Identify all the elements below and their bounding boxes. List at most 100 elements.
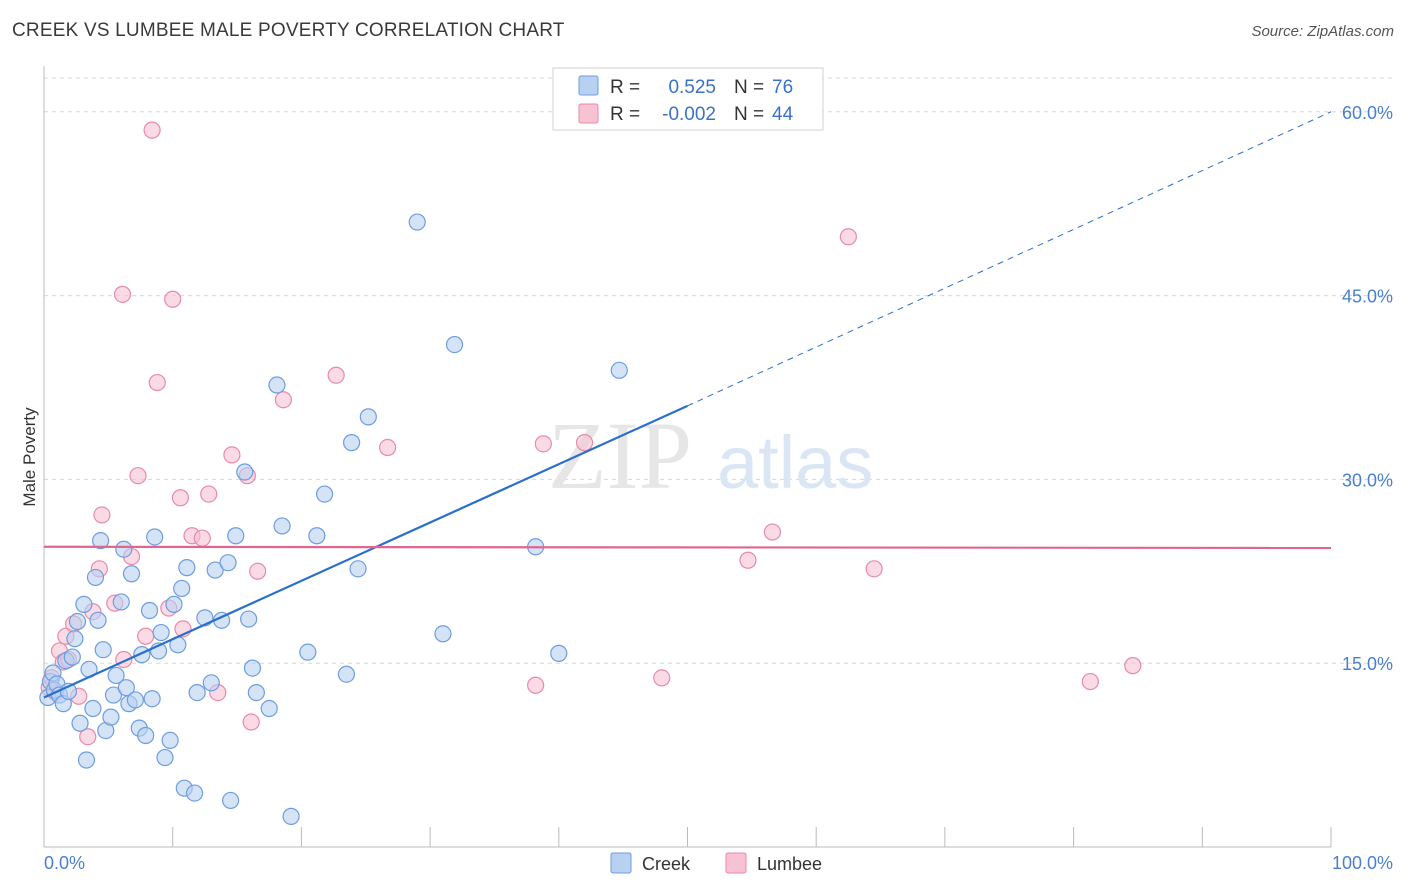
y-tick-label-15: 15.0% — [1342, 654, 1393, 674]
creek-point-41 — [165, 595, 183, 613]
creek-point-71 — [434, 625, 452, 643]
bottom-legend-swatch-creek — [610, 852, 632, 874]
lumbee-point-27 — [200, 485, 218, 503]
creek-point-30 — [126, 691, 144, 709]
creek-point-64 — [308, 527, 326, 545]
creek-point-59 — [260, 699, 278, 718]
creek-point-75 — [610, 361, 628, 379]
y-tick-label-30: 30.0% — [1342, 470, 1393, 490]
creek-points — [39, 213, 628, 825]
lumbee-point-19 — [143, 121, 161, 139]
creek-point-33 — [137, 726, 155, 745]
creek-point-29 — [122, 565, 141, 583]
lumbee-point-31 — [242, 713, 260, 731]
creek-point-72 — [445, 335, 464, 354]
creek-point-43 — [173, 579, 191, 598]
creek-point-40 — [161, 731, 179, 749]
legend-swatch-creek — [578, 75, 599, 96]
lumbee-point-36 — [527, 676, 545, 694]
watermark-atlas: atlas — [717, 421, 873, 504]
creek-trend-line — [43, 404, 688, 699]
creek-point-61 — [273, 517, 291, 535]
legend-creek-n-label: N = — [734, 77, 764, 98]
creek-point-65 — [315, 485, 334, 503]
creek-point-47 — [188, 683, 206, 702]
creek-point-62 — [282, 807, 300, 825]
creek-point-58 — [247, 683, 265, 702]
creek-point-14 — [77, 751, 96, 769]
creek-point-16 — [84, 699, 102, 718]
bottom-legend-creek: Creek — [642, 854, 691, 874]
legend-lumbee-r-value: -0.002 — [662, 104, 716, 125]
creek-point-69 — [359, 408, 377, 426]
lumbee-point-26 — [193, 529, 211, 547]
creek-point-57 — [243, 659, 262, 677]
lumbee-point-18 — [137, 627, 155, 645]
creek-point-12 — [71, 714, 89, 732]
lumbee-point-45 — [1124, 657, 1142, 675]
creek-point-36 — [146, 528, 164, 546]
lumbee-point-22 — [164, 290, 182, 308]
x-tick-label-min: 0.0% — [44, 853, 85, 873]
lumbee-point-40 — [739, 551, 757, 569]
y-tick-label-60: 60.0% — [1342, 103, 1393, 123]
creek-point-70 — [408, 213, 426, 231]
legend-box: R = 0.525 N = 76 R = -0.002 N = 44 — [552, 67, 824, 131]
creek-point-22 — [102, 708, 120, 726]
lumbee-trend-line — [43, 545, 1332, 550]
lumbee-point-12 — [93, 506, 111, 524]
lumbee-point-42 — [839, 228, 857, 246]
lumbee-point-43 — [865, 560, 883, 578]
creek-point-46 — [185, 784, 204, 802]
creek-point-11 — [68, 612, 87, 631]
y-axis-title: Male Poverty — [20, 407, 39, 507]
lumbee-point-9 — [79, 728, 97, 746]
creek-point-54 — [227, 527, 245, 545]
creek-point-50 — [206, 561, 224, 579]
creek-trend-extension — [687, 111, 1332, 407]
lumbee-point-17 — [129, 467, 147, 485]
lumbee-point-14 — [113, 285, 132, 303]
creek-point-68 — [349, 560, 367, 578]
creek-point-35 — [143, 690, 161, 708]
creek-point-18 — [89, 611, 107, 629]
creek-point-13 — [75, 595, 93, 613]
lumbee-point-44 — [1081, 672, 1099, 691]
creek-point-34 — [140, 601, 159, 620]
legend-lumbee-r-label: R = — [610, 104, 640, 125]
creek-point-24 — [107, 666, 125, 685]
lumbee-point-29 — [223, 446, 241, 464]
creek-point-66 — [337, 665, 356, 683]
y-tick-labels: 15.0% 30.0% 45.0% 60.0% — [1342, 103, 1393, 674]
creek-point-67 — [342, 434, 361, 452]
creek-point-19 — [92, 532, 110, 550]
lumbee-point-32 — [249, 562, 267, 580]
creek-point-39 — [156, 748, 174, 767]
creek-point-26 — [115, 540, 133, 558]
trend-lines — [43, 111, 1332, 699]
creek-point-17 — [86, 568, 105, 587]
lumbee-point-33 — [274, 391, 292, 409]
creek-point-55 — [236, 463, 254, 481]
legend-creek-r-label: R = — [610, 77, 640, 98]
lumbee-point-23 — [171, 489, 190, 507]
y-tick-label-45: 45.0% — [1342, 287, 1393, 307]
bottom-legend-lumbee: Lumbee — [757, 854, 822, 874]
lumbee-point-39 — [653, 669, 671, 687]
legend-lumbee-n-label: N = — [734, 104, 764, 125]
creek-point-56 — [240, 610, 258, 628]
bottom-legend: Creek Lumbee — [610, 852, 822, 874]
legend-creek-r-value: 0.525 — [668, 77, 716, 98]
lumbee-point-20 — [148, 373, 166, 392]
creek-point-23 — [104, 686, 123, 704]
creek-point-20 — [94, 641, 112, 659]
chart-title: CREEK VS LUMBEE MALE POVERTY CORRELATION… — [12, 20, 565, 41]
x-tick-label-max: 100.0% — [1332, 853, 1393, 873]
creek-point-45 — [178, 559, 196, 577]
source-label: Source: ZipAtlas.com — [1251, 23, 1394, 40]
creek-point-53 — [222, 791, 240, 810]
creek-point-52 — [219, 554, 237, 572]
lumbee-point-35 — [379, 438, 397, 457]
creek-point-9 — [63, 648, 81, 666]
